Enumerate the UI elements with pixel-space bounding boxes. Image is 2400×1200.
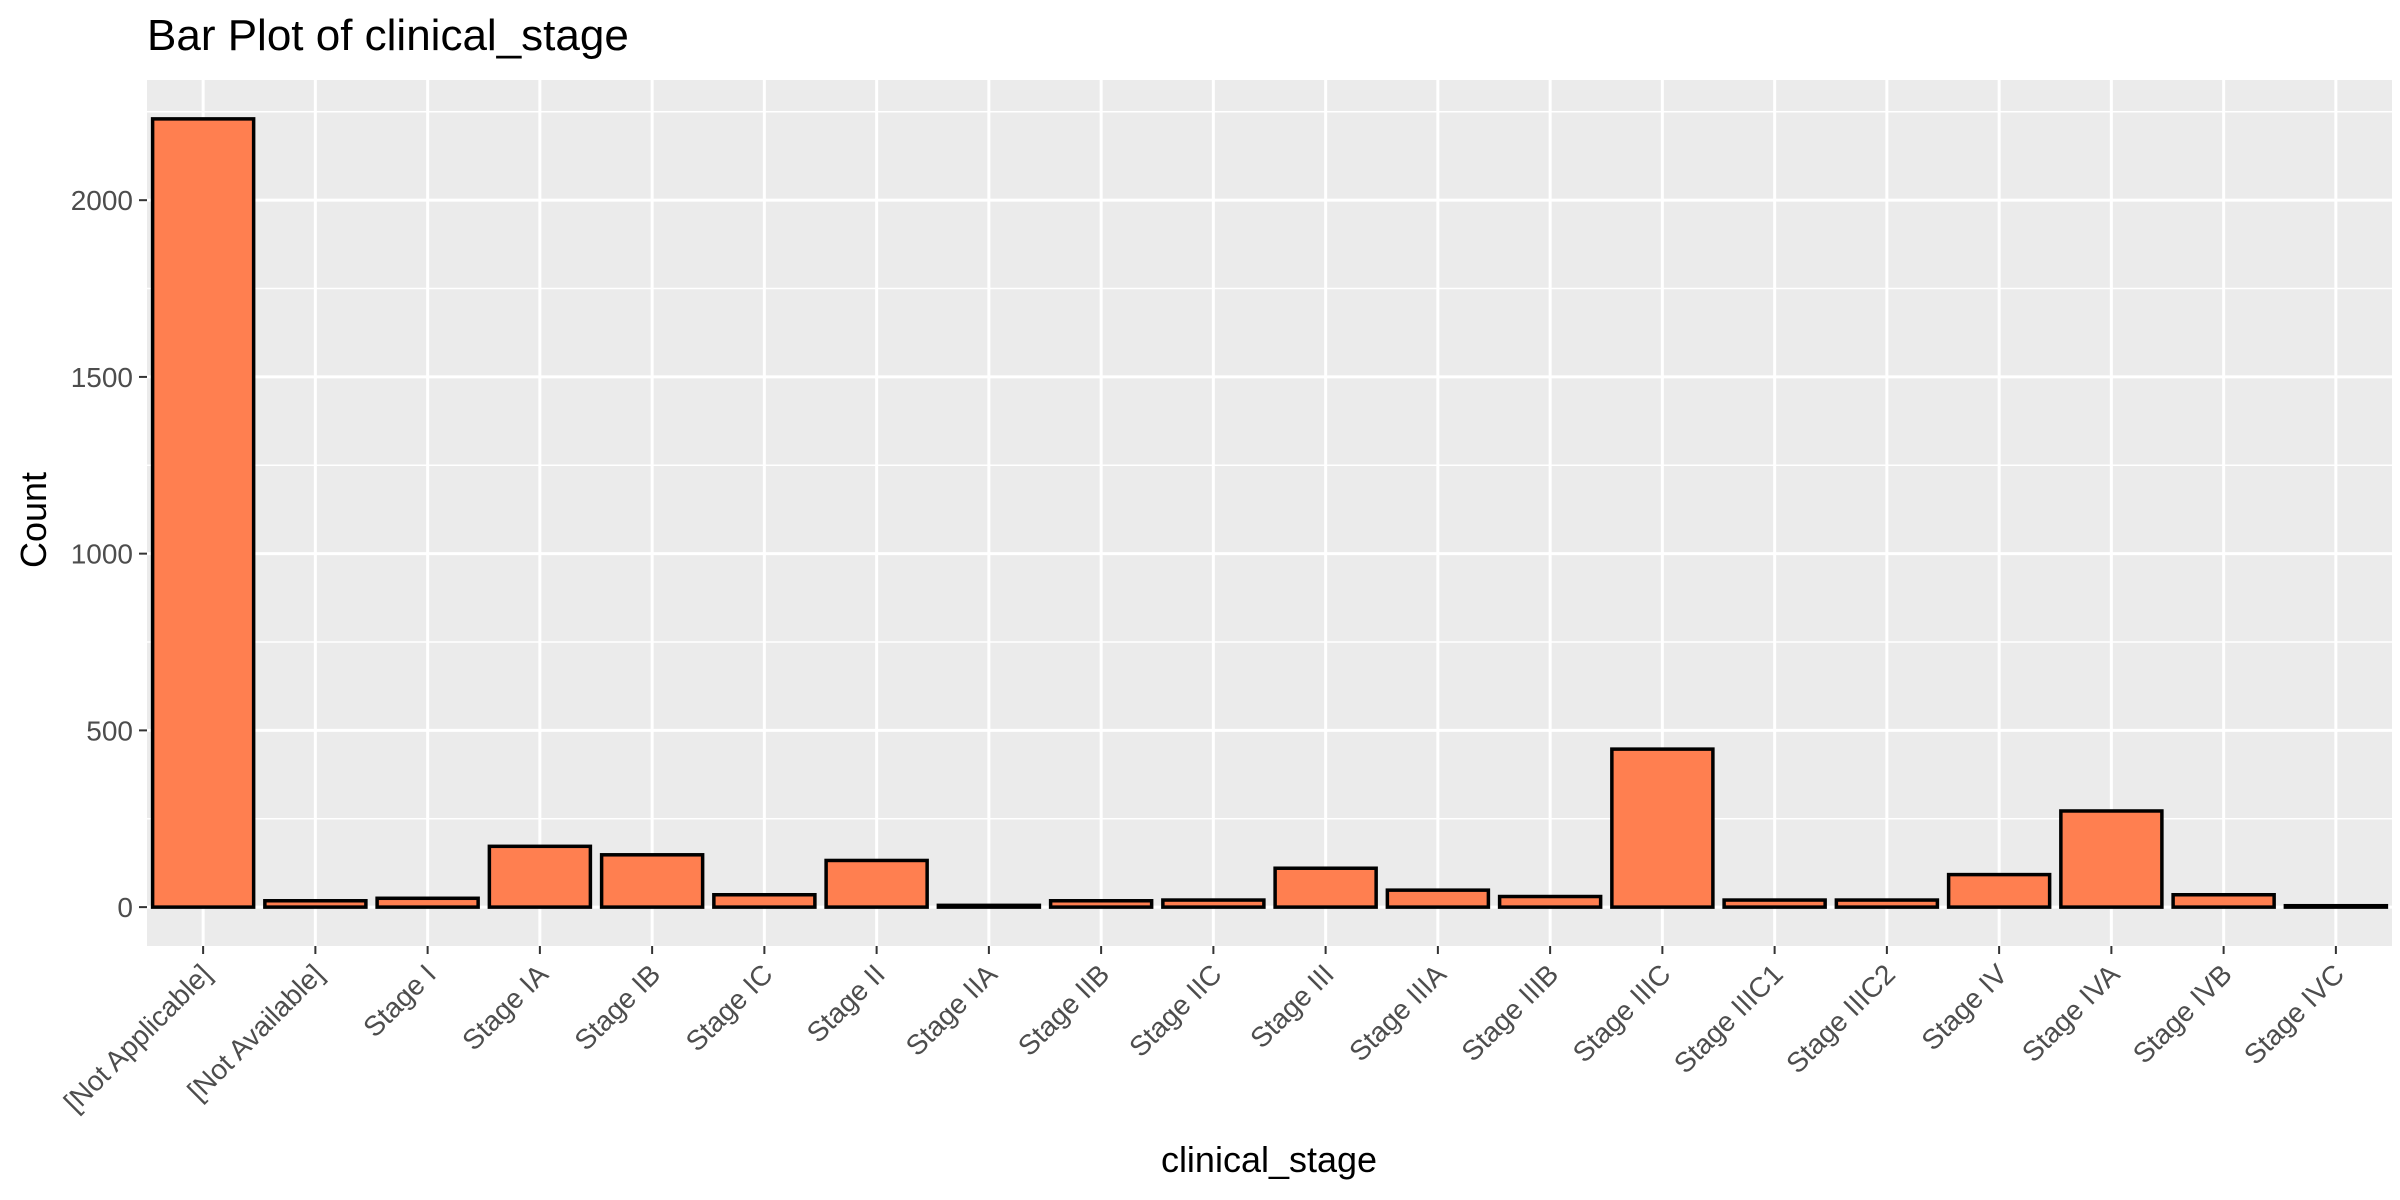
bar	[1497, 894, 1603, 909]
x-tick-label: Stage IVB	[2127, 958, 2238, 1069]
bar	[936, 903, 1042, 909]
y-tick-label: 500	[86, 715, 133, 746]
bar	[824, 858, 929, 909]
x-tick-label: Stage IV	[1915, 958, 2013, 1056]
bar	[1161, 898, 1266, 909]
x-tick-label: Stage IC	[680, 958, 779, 1057]
y-axis-ticks: 0 500 1000 1500 2000	[71, 185, 147, 923]
y-tick-label: 0	[117, 892, 133, 923]
x-tick-label: Stage IB	[568, 958, 666, 1056]
bar	[1273, 866, 1378, 909]
x-tick-label: Stage IVA	[2016, 958, 2126, 1068]
y-tick-label: 2000	[71, 185, 133, 216]
y-tick-label: 1000	[71, 539, 133, 570]
bars	[150, 117, 2389, 909]
bar	[1610, 747, 1715, 909]
x-tick-label: Stage IA	[456, 958, 554, 1056]
bar	[150, 117, 256, 909]
x-tick-label: Stage IVC	[2238, 958, 2350, 1070]
plot-panel	[147, 80, 2392, 946]
x-tick-label: Stage IIIC2	[1780, 958, 1901, 1079]
chart-title: Bar Plot of clinical_stage	[147, 11, 629, 60]
x-tick-label: Stage IIIC	[1567, 958, 1677, 1068]
bar	[2283, 903, 2389, 909]
bar	[2171, 892, 2276, 909]
y-axis-title: Count	[13, 472, 54, 568]
bar	[1385, 888, 1491, 909]
bar	[1722, 898, 1827, 909]
x-tick-label: Stage IIC	[1123, 958, 1227, 1062]
x-tick-label: Stage I	[357, 958, 442, 1043]
bar	[1834, 898, 1940, 909]
x-tick-label: Stage IIA	[900, 958, 1004, 1062]
x-tick-label: Stage IIIB	[1455, 958, 1564, 1067]
x-tick-label: Stage IIB	[1012, 958, 1115, 1061]
x-tick-label: Stage II	[801, 958, 891, 1048]
bar	[712, 892, 817, 909]
bar	[1048, 899, 1154, 909]
x-tick-label: Stage III	[1244, 958, 1340, 1054]
x-axis-ticks: [Not Applicable][Not Available] Stage I St…	[58, 946, 2350, 1118]
bar	[487, 844, 593, 909]
x-axis-title: clinical_stage	[1161, 1139, 1377, 1180]
bar	[1946, 872, 2052, 909]
bar	[263, 899, 368, 909]
x-tick-label: Stage IIIC1	[1668, 958, 1789, 1079]
x-tick-label: Stage IIIA	[1343, 958, 1452, 1067]
y-tick-label: 1500	[71, 362, 133, 393]
bar	[375, 896, 480, 909]
bar	[599, 853, 705, 909]
bar	[2059, 809, 2164, 909]
